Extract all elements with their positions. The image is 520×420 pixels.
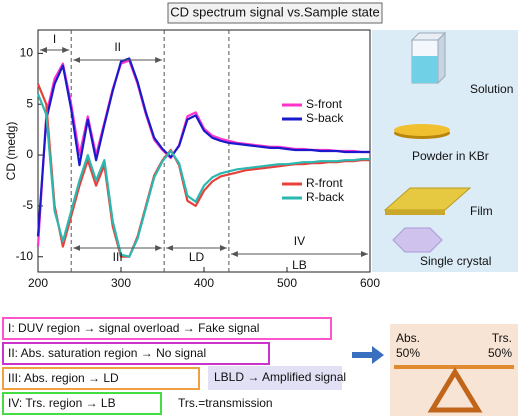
chart-title: CD spectrum signal vs.Sample state (170, 4, 380, 19)
region-label: I (53, 32, 56, 46)
y-tick-label: 10 (20, 46, 34, 60)
note-box (2, 392, 162, 415)
balance-value: 50% (488, 346, 512, 360)
sample-label: Single crystal (420, 254, 491, 268)
note-box (2, 342, 270, 365)
x-tick-label: 500 (277, 276, 297, 290)
x-tick-label: 300 (111, 276, 131, 290)
note: Trs.=transmission (178, 396, 273, 410)
region-label: III (113, 250, 123, 264)
series-line (36, 83, 370, 258)
crystal (392, 227, 443, 253)
y-tick-label: -5 (22, 198, 33, 212)
region-label: IV (294, 234, 305, 248)
sample-label: Solution (470, 82, 513, 96)
film-edge (385, 210, 445, 215)
solution-liquid (412, 56, 438, 83)
note-box (2, 317, 332, 340)
y-axis-label: CD (medg) (4, 122, 18, 181)
sample-label: Powder in KBr (412, 149, 489, 163)
legend-label: S-back (306, 111, 344, 125)
y-tick-label: 5 (26, 96, 33, 110)
y-tick-label: 0 (26, 147, 33, 161)
x-tick-label: 400 (194, 276, 214, 290)
legend-label: S-front (306, 97, 343, 111)
region-label: II (114, 40, 121, 54)
balance-label: Trs. (492, 331, 512, 345)
note: I: DUV region → signal overload → Fake s… (8, 321, 259, 335)
beam (394, 365, 514, 369)
note-box (2, 367, 200, 390)
note: II: Abs. saturation region → No signal (8, 346, 206, 360)
note: LBLD → Amplified signal (214, 370, 346, 384)
series-line (36, 57, 370, 237)
balance-label: Abs. (396, 331, 420, 345)
x-tick-label: 200 (28, 276, 48, 290)
legend-label: R-back (306, 190, 345, 204)
cuvette-side (437, 31, 446, 85)
region-label: LB (292, 258, 307, 272)
pellet (394, 124, 450, 136)
region-label: LD (189, 250, 205, 264)
note: IV: Trs. region → LB (8, 396, 116, 410)
note: III: Abs. region → LD (8, 371, 119, 385)
sample-label: Film (470, 204, 493, 218)
y-tick-label: -10 (16, 249, 34, 263)
balance-value: 50% (396, 346, 420, 360)
title-box (167, 2, 383, 24)
fulcrum (427, 367, 483, 413)
legend-label: R-front (306, 176, 343, 190)
x-tick-label: 600 (360, 276, 380, 290)
series-line (36, 93, 370, 258)
note-box (208, 366, 342, 390)
arrow (352, 346, 384, 364)
